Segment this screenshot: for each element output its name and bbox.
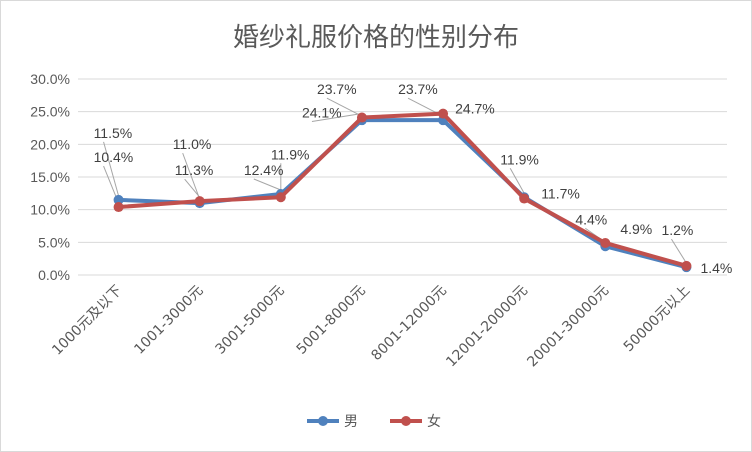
y-tick-label: 30.0% xyxy=(30,71,70,87)
data-label-male: 11.0% xyxy=(173,136,212,152)
y-tick-label: 10.0% xyxy=(30,202,70,218)
data-labels: 11.5% 11.0% 12.4% 23.7% 23.7% 11.9% 4.4% 1.2% 10… xyxy=(94,81,733,276)
data-point-female xyxy=(681,260,692,271)
legend-marker-male xyxy=(318,416,328,426)
y-tick-label: 0.0% xyxy=(38,267,70,283)
data-label-male: 11.9% xyxy=(500,151,539,167)
data-label-female: 11.3% xyxy=(175,162,214,178)
x-tick-label: 3001-5000元 xyxy=(212,283,287,358)
leader-line xyxy=(326,97,363,117)
data-label-male: 1.2% xyxy=(661,222,693,238)
x-tick-label: 20001-30000元 xyxy=(524,283,612,371)
y-tick-label: 5.0% xyxy=(38,234,70,250)
leader-line xyxy=(509,168,525,194)
x-tick-label: 50000元以上 xyxy=(621,283,694,356)
gridlines xyxy=(78,78,727,276)
data-label-male: 23.7% xyxy=(317,81,357,97)
y-tick-label: 20.0% xyxy=(30,136,70,152)
legend: 男 女 xyxy=(307,413,441,430)
data-point-female xyxy=(356,112,367,123)
data-label-female: 24.7% xyxy=(455,101,495,117)
data-point-female xyxy=(519,193,530,204)
legend-label-female: 女 xyxy=(427,413,441,430)
chart-title: 婚纱礼服价格的性别分布 xyxy=(233,23,519,53)
x-tick-label: 8001-12000元 xyxy=(368,283,449,364)
data-point-female xyxy=(194,196,205,207)
data-label-male: 11.5% xyxy=(94,125,133,141)
y-tick-label: 15.0% xyxy=(30,169,70,185)
leader-line xyxy=(253,178,282,191)
data-label-female: 24.1% xyxy=(302,105,342,121)
data-label-male: 12.4% xyxy=(244,162,284,178)
data-label-female: 1.4% xyxy=(700,260,732,276)
x-axis-ticks: 1000元及以下 1001-3000元 3001-5000元 5001-8000元 80… xyxy=(49,283,693,371)
leader-line xyxy=(311,113,363,123)
data-point-female xyxy=(275,192,286,203)
legend-marker-female xyxy=(401,416,411,426)
leader-line xyxy=(184,178,201,198)
data-point-female xyxy=(438,108,449,119)
series-line-female xyxy=(118,111,687,268)
x-tick-label: 12001-20000元 xyxy=(443,283,531,371)
series-lines xyxy=(113,108,692,273)
data-label-female: 10.4% xyxy=(94,149,134,165)
x-tick-label: 5001-8000元 xyxy=(294,283,369,358)
data-label-female: 4.9% xyxy=(620,221,652,237)
data-point-female xyxy=(600,237,611,248)
leader-line xyxy=(671,238,687,264)
legend-label-male: 男 xyxy=(344,414,358,430)
x-tick-label: 1001-3000元 xyxy=(131,283,206,358)
y-axis-ticks: 0.0% 5.0% 10.0% 15.0% 20.0% 25.0% 30.0% xyxy=(30,71,70,283)
data-label-male: 23.7% xyxy=(398,81,438,97)
data-point-female xyxy=(113,202,124,213)
data-label-female: 11.9% xyxy=(271,146,310,162)
leader-line xyxy=(182,152,201,200)
data-label-female: 11.7% xyxy=(541,186,580,202)
data-label-male: 4.4% xyxy=(575,211,607,227)
y-tick-label: 25.0% xyxy=(30,104,70,120)
x-tick-label: 1000元及以下 xyxy=(49,283,125,359)
data-point-male xyxy=(113,194,124,205)
leader-line xyxy=(103,141,120,197)
